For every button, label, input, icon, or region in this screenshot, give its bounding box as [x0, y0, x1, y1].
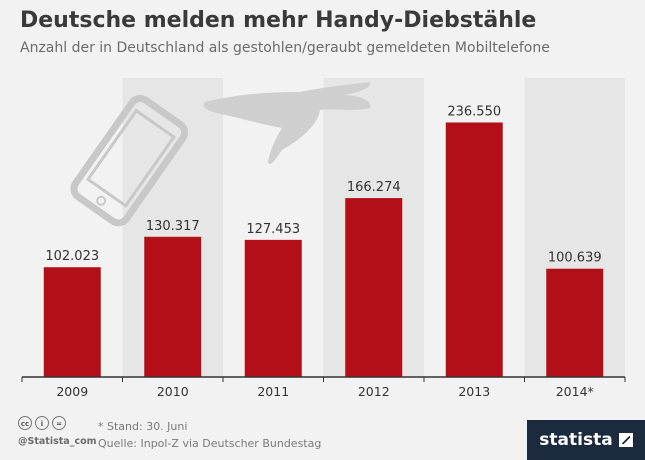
phone-hand-illustration — [70, 82, 371, 227]
x-tick-label-2010: 2010 — [157, 384, 189, 399]
statista-logo[interactable]: statista — [527, 420, 645, 460]
x-tick-label-2013: 2013 — [458, 384, 490, 399]
bar-2014*[interactable] — [546, 268, 604, 377]
statista-logo-icon — [618, 433, 633, 447]
license-icons: cc i = — [18, 416, 66, 430]
data-label-2012: 166.274 — [347, 180, 401, 195]
data-label-2009: 102.023 — [45, 249, 99, 264]
footnotes: * Stand: 30. Juni Quelle: Inpol-Z via De… — [98, 418, 321, 452]
no-derivatives-icon: = — [52, 416, 66, 430]
bars: 102.023 130.317 127.453 166.274 236.550 100.6… — [43, 104, 604, 377]
statista-wordmark: statista — [539, 430, 613, 450]
bar-2010[interactable] — [144, 236, 202, 377]
data-label-2014*: 100.639 — [548, 251, 602, 266]
bar-chart: 102.023 130.317 127.453 166.274 236.550 100.6… — [21, 78, 626, 399]
data-label-2011: 127.453 — [246, 222, 300, 237]
chart-subtitle: Anzahl der in Deutschland als gestohlen/… — [20, 40, 550, 56]
x-tick-label-2009: 2009 — [56, 384, 88, 399]
x-axis-ticks: 2009 2010 2011 2012 2013 2014* — [21, 377, 626, 399]
bar-2011[interactable] — [244, 239, 302, 377]
x-tick-label-2011: 2011 — [257, 384, 289, 399]
x-tick-label-2012: 2012 — [358, 384, 390, 399]
footnote-stand: * Stand: 30. Juni — [98, 420, 188, 433]
attribution-icon: i — [35, 416, 49, 430]
bar-2009[interactable] — [43, 267, 101, 377]
creative-commons-icon: cc — [18, 416, 32, 430]
bar-2012[interactable] — [345, 198, 403, 377]
source-note: Quelle: Inpol-Z via Deutscher Bundestag — [98, 437, 322, 450]
chart-title: Deutsche melden mehr Handy-Diebstähle — [20, 8, 537, 33]
statista-handle: @Statista_com — [18, 436, 97, 447]
x-tick-label-2014*: 2014* — [556, 384, 594, 399]
data-label-2013: 236.550 — [447, 104, 501, 119]
data-label-2010: 130.317 — [146, 219, 200, 234]
bar-2013[interactable] — [445, 122, 503, 377]
